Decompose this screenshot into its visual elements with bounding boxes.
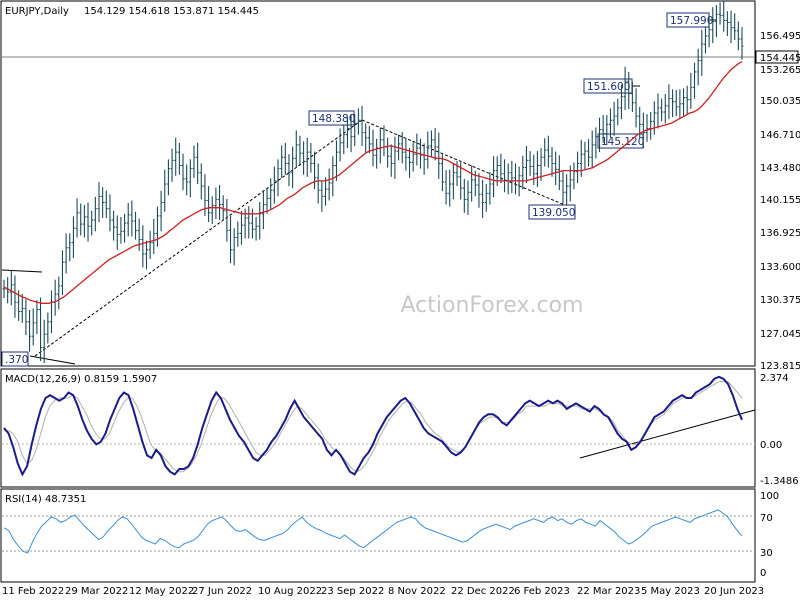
macd-signal-line [4,381,743,473]
rsi-y-tick: 100 [760,491,779,502]
price-y-tick: 133.600 [760,262,800,273]
price-line-upper [1,269,43,273]
price-y-tick: 156.495 [760,31,800,42]
x-tick: 11 Feb 2022 [2,586,64,597]
x-tick: 20 Jun 2023 [704,586,764,597]
price-y-tick: 150.035 [760,96,800,107]
price-y-tick: 127.045 [760,329,800,340]
price-y-tick: 130.375 [760,295,800,306]
price-y-tick: 153.265 [760,65,800,76]
price-header-symbol: EURJPY,Daily [5,6,69,17]
price-y-tick: 146.710 [760,130,800,141]
x-tick: 22 Dec 2022 [451,586,515,597]
x-tick: 6 Feb 2023 [514,586,570,597]
macd-lines-layer [3,375,743,477]
svg-text:151.600: 151.600 [587,81,630,93]
macd-header: MACD(12,26,9) 0.8159 1.5907 [5,374,157,385]
price-bars-layer [2,0,744,363]
watermark: ActionForex.com [401,293,584,318]
rsi-line [3,509,743,554]
rsi-panel-frame [0,488,756,583]
macd-line [3,375,743,477]
x-tick: 10 Aug 2022 [258,586,322,597]
annotation-370: .370 [1,351,29,367]
x-tick: 29 Mar 2022 [65,586,128,597]
x-tick: 23 Sep 2022 [321,586,384,597]
price-y-tick: 143.480 [760,163,800,174]
price-y-tick: 140.155 [760,195,800,206]
rsi-y-tick: 70 [760,513,773,524]
price-header-ohlc: 154.129 154.618 153.871 154.445 [84,6,259,17]
x-tick: 22 Mar 2023 [577,586,640,597]
rsi-y-tick: 30 [760,548,773,559]
macd-y-tick: -1.3486 [760,476,799,487]
svg-text:145.120: 145.120 [601,136,644,148]
annotation-148380: 148.380 [308,110,355,126]
x-tick: 27 Jun 2022 [192,586,252,597]
x-tick: 8 Nov 2022 [388,586,446,597]
svg-text:.370: .370 [5,354,28,366]
rsi-header: RSI(14) 48.7351 [5,494,86,505]
rsi-y-tick: 0 [760,568,766,579]
macd-y-tick: 0.00 [760,440,782,451]
annotation-157990: 157.990 [666,12,713,28]
annotation-151600: 151.600 [583,78,633,94]
price-y-tick: 136.925 [760,228,800,239]
macd-y-tick: 2.374 [760,373,789,384]
support-trendline [34,119,363,357]
rsi-line-layer [3,509,743,554]
svg-text:148.380: 148.380 [312,113,355,125]
svg-text:157.990: 157.990 [670,15,713,27]
price-panel-frame [0,0,756,367]
annotation-145120: 145.120 [597,133,644,149]
x-tick: 12 May 2022 [129,586,194,597]
macd-trendline [579,409,756,459]
moving-average-layer [3,61,743,304]
down-trendline [361,119,573,209]
current-price-label: 154.445 [760,53,800,64]
svg-text:139.050: 139.050 [532,207,575,219]
price-line-lower [29,355,76,365]
current-price-tag [755,50,799,64]
x-tick: 5 May 2023 [641,586,700,597]
moving-average-line [3,61,743,304]
price-y-tick: 123.815 [760,361,800,372]
macd-panel-frame [0,368,756,488]
annotation-139050: 139.050 [528,204,576,220]
